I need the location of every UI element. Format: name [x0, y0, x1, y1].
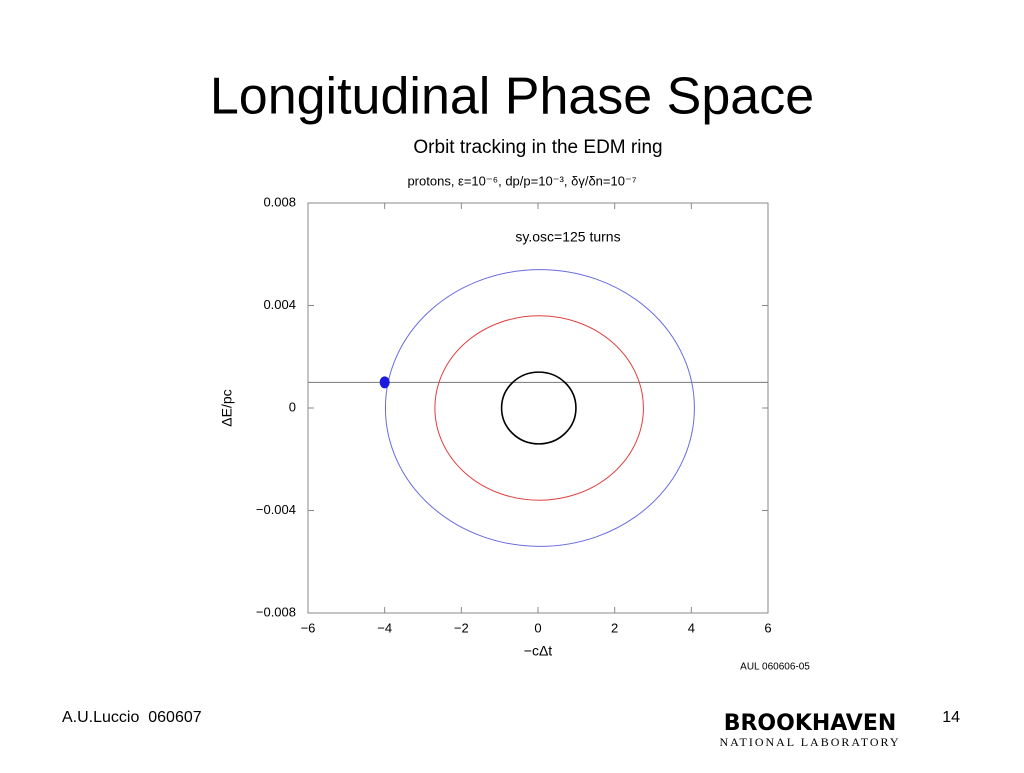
x-tick-label: −4 [377, 620, 392, 635]
orbit [384, 269, 695, 547]
page-number: 14 [942, 709, 960, 726]
y-tick-label: −0.008 [256, 604, 296, 619]
x-tick-label: −2 [454, 620, 469, 635]
y-tick-label: 0 [289, 399, 296, 414]
x-tick-label: 2 [611, 620, 618, 635]
y-tick-label: −0.004 [256, 502, 296, 517]
x-tick-label: 4 [688, 620, 695, 635]
y-tick-label: 0.008 [263, 194, 296, 209]
logo: BROOKHAVEN [724, 711, 897, 736]
x-tick-label: 0 [534, 620, 541, 635]
x-tick-label: 6 [764, 620, 771, 635]
orbit [434, 315, 644, 501]
plot-frame [307, 202, 769, 614]
slide-title: Longitudinal Phase Space [210, 68, 814, 126]
chart-title: Orbit tracking in the EDM ring [413, 137, 662, 158]
credit: AUL 060606-05 [740, 662, 810, 673]
orbit [500, 371, 577, 445]
x-axis-label: −cΔt [524, 643, 553, 659]
footer: A.U.Luccio 060607 [62, 709, 202, 726]
chart-subtitle: protons, ε=10⁻⁶, dp/p=10⁻³, δγ/δn=10⁻⁷ [407, 173, 636, 188]
y-axis-label: ΔE/pc [219, 389, 235, 426]
logo-subtitle: NATIONAL LABORATORY [719, 735, 900, 749]
x-tick-label: −6 [301, 620, 316, 635]
annotation: sy.osc=125 turns [515, 229, 620, 245]
point [379, 376, 390, 389]
y-tick-label: 0.004 [263, 297, 296, 312]
